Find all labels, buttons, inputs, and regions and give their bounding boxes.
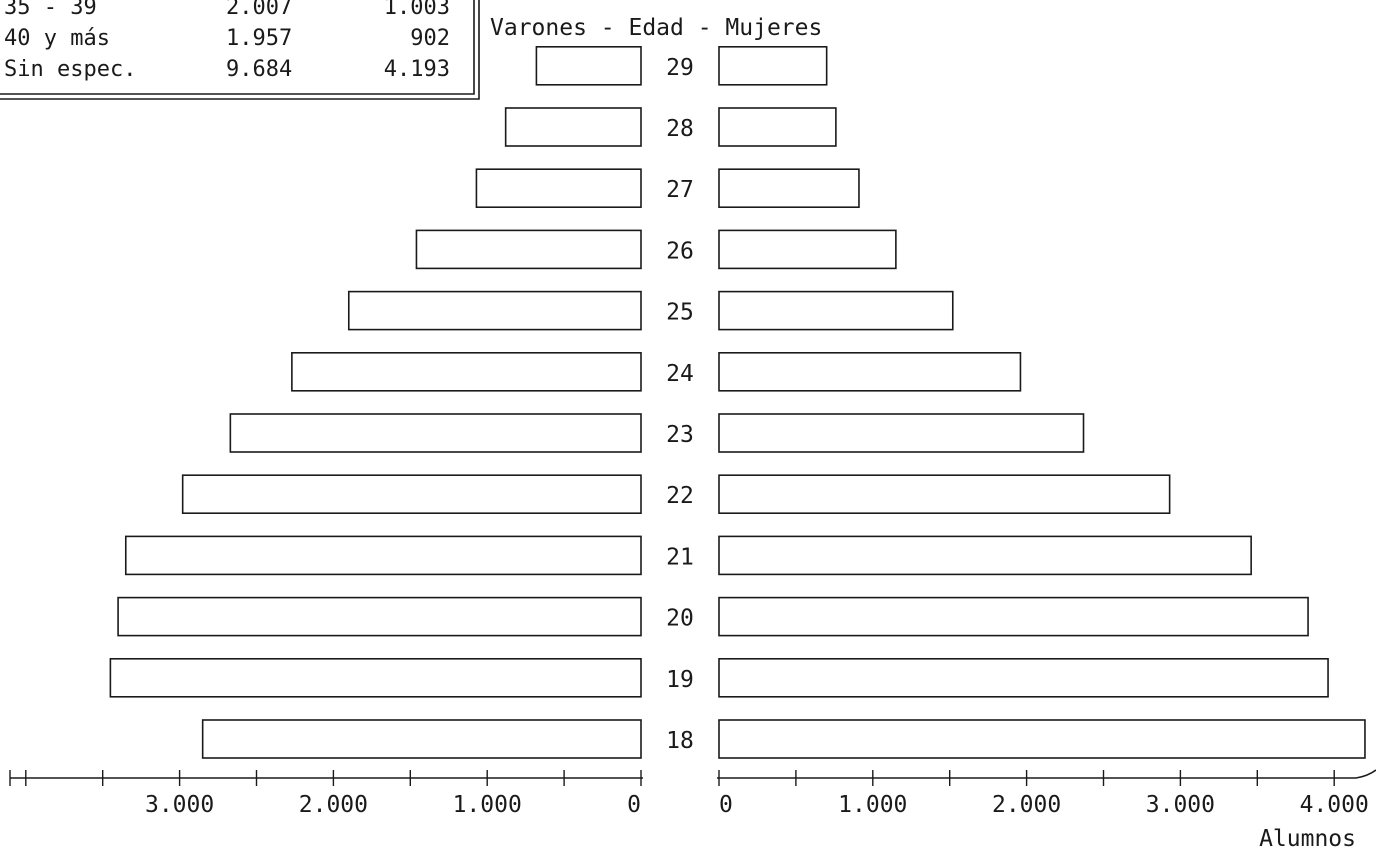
age-labels: 18 19 20 21 22 23 24 25 26 27 28 29 <box>666 55 694 754</box>
table-row-label: 35 - 39 <box>4 0 97 20</box>
female-bars <box>718 45 1366 759</box>
bar-varones-27 <box>475 168 642 208</box>
tick-label-right: 1.000 <box>838 792 907 818</box>
bar-mujeres-26 <box>718 229 897 270</box>
tick-label-left: 2.000 <box>299 792 368 818</box>
bar-mujeres-27 <box>718 168 860 208</box>
bar-varones-24 <box>291 351 642 392</box>
bar-mujeres-22 <box>718 474 1171 515</box>
bar-varones-20 <box>117 596 642 637</box>
age-label: 22 <box>666 483 694 509</box>
bar-mujeres-20 <box>718 596 1309 637</box>
tick-label-right: 2.000 <box>992 792 1061 818</box>
bar-mujeres-21 <box>718 535 1252 576</box>
axis-tick-labels: 3.000 2.000 1.000 0 0 1.000 2.000 3.000 4.000 <box>145 792 1369 818</box>
axis-ticks <box>9 770 1335 786</box>
right-axis-end-curve <box>1355 769 1376 779</box>
age-label: 29 <box>666 55 694 81</box>
age-label: 28 <box>666 116 694 142</box>
bar-varones-25 <box>347 290 642 331</box>
tick-label-right: 4.000 <box>1300 792 1369 818</box>
table-row-men: 9.684 <box>226 57 292 82</box>
table-row-women: 4.193 <box>384 57 450 82</box>
tick-label-left: 1.000 <box>453 792 522 818</box>
bar-mujeres-29 <box>718 45 828 86</box>
bar-mujeres-19 <box>718 657 1329 698</box>
table-row-women: 1.003 <box>384 0 450 20</box>
tick-label-right: 3.000 <box>1146 792 1215 818</box>
table-row-men: 1.957 <box>226 26 292 51</box>
summary-table: 35 - 39 2.007 1.003 40 y más 1.957 902 S… <box>0 0 480 100</box>
bar-varones-23 <box>229 413 642 453</box>
bar-mujeres-28 <box>718 107 837 147</box>
age-label: 18 <box>666 728 694 754</box>
x-axis-label: Alumnos <box>1259 826 1356 852</box>
bar-varones-18 <box>201 719 642 759</box>
table-row-women: 902 <box>410 26 450 51</box>
bar-varones-22 <box>181 474 642 515</box>
male-bars <box>109 45 642 759</box>
age-label: 27 <box>666 177 694 203</box>
age-label: 25 <box>666 300 694 326</box>
table-row-label: Sin espec. <box>4 57 136 82</box>
bar-mujeres-18 <box>718 719 1366 759</box>
age-label: 20 <box>666 606 694 632</box>
chart-title: Varones - Edad - Mujeres <box>490 15 822 41</box>
tick-label-left: 0 <box>627 792 641 818</box>
age-label: 26 <box>666 238 694 264</box>
bar-mujeres-25 <box>718 290 954 331</box>
bar-varones-21 <box>124 535 642 576</box>
table-row-men: 2.007 <box>226 0 292 20</box>
tick-label-right: 0 <box>719 792 733 818</box>
bar-mujeres-24 <box>718 351 1022 392</box>
bar-varones-28 <box>504 107 642 147</box>
age-label: 24 <box>666 361 694 387</box>
age-label: 19 <box>666 667 694 693</box>
bar-varones-29 <box>535 45 642 86</box>
tick-label-left: 3.000 <box>145 792 214 818</box>
bar-mujeres-23 <box>718 413 1085 453</box>
bar-varones-26 <box>415 229 642 270</box>
age-label: 21 <box>666 544 694 570</box>
table-row-label: 40 y más <box>4 26 110 51</box>
age-label: 23 <box>666 422 694 448</box>
x-axes <box>10 769 1376 779</box>
bar-varones-19 <box>109 657 642 698</box>
